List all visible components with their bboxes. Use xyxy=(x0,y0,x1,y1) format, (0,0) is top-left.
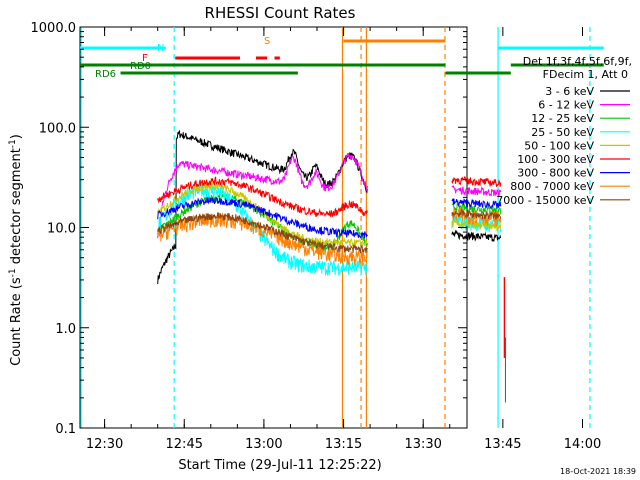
series-line xyxy=(157,196,502,239)
x-tick-label: 14:00 xyxy=(564,437,601,452)
x-tick-label: 13:15 xyxy=(325,437,362,452)
y-tick-label: 0.1 xyxy=(55,422,76,437)
flare-flag-label: F xyxy=(142,53,148,64)
y-tick-label: 1.0 xyxy=(55,322,76,337)
legend-label: 100 - 300 keV xyxy=(517,153,594,166)
saa-flag-label: S xyxy=(264,36,270,47)
series-line xyxy=(157,209,502,254)
legend-label: 12 - 25 keV xyxy=(531,112,594,125)
x-tick-label: 13:00 xyxy=(245,437,282,452)
legend-header-line-1: Det 1f,3f,4f,5f,6f,9f, xyxy=(523,55,632,68)
night-flag-label: N xyxy=(157,43,164,54)
decim-flag-label: RD0 xyxy=(130,61,151,72)
legend-label: 6 - 12 keV xyxy=(538,99,594,112)
y-axis-label: Count Rate (s-1 detector segment-1) xyxy=(8,134,24,366)
y-tick-label: 10.0 xyxy=(47,222,76,237)
y-tick-label: 100.0 xyxy=(39,121,76,136)
decim-flag-label: RD6 xyxy=(95,69,116,80)
chart-title: RHESSI Count Rates xyxy=(205,4,356,22)
x-tick-label: 12:45 xyxy=(166,437,203,452)
series-line xyxy=(157,176,502,219)
legend-label: 300 - 800 keV xyxy=(517,167,594,180)
y-tick-label: 1000.0 xyxy=(31,21,77,36)
legend-header-line-2: FDecim 1, Att 0 xyxy=(543,68,628,81)
timestamp: 18-Oct-2021 18:39 xyxy=(560,467,636,476)
x-tick-label: 12:30 xyxy=(86,437,123,452)
legend-label: 25 - 50 keV xyxy=(531,126,594,139)
x-tick-label: 13:45 xyxy=(484,437,521,452)
legend-label: 7000 - 15000 keV xyxy=(496,194,594,207)
series-line xyxy=(157,152,502,239)
series-line xyxy=(157,182,502,277)
series-line xyxy=(157,180,502,247)
x-tick-label: 13:30 xyxy=(404,437,441,452)
legend-label: 3 - 6 keV xyxy=(545,85,594,98)
x-axis-label: Start Time (29-Jul-11 12:25:22) xyxy=(178,458,381,473)
legend: Det 1f,3f,4f,5f,6f,9f, FDecim 1, Att 0 3… xyxy=(496,55,632,207)
legend-label: 50 - 100 keV xyxy=(524,139,594,152)
legend-label: 800 - 7000 keV xyxy=(510,180,594,193)
